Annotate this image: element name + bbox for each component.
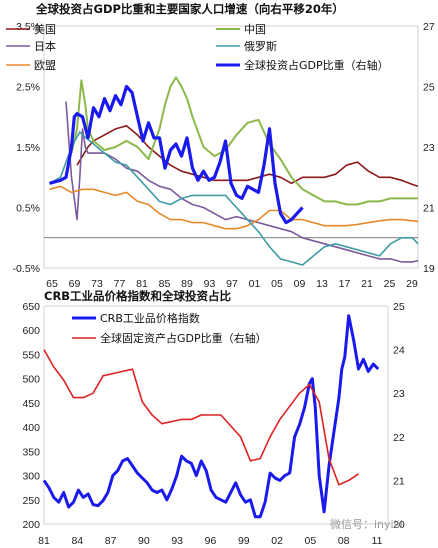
chart1-x-tick: 25 [384,278,396,290]
chart2-y-left-tick: 500 [22,374,40,386]
chart1-x-tick: 89 [181,278,193,290]
chart2-y-left-tick: 550 [22,349,40,361]
chart2-y-left-tick: 250 [22,495,40,507]
chart1-x-tick: 65 [46,278,58,290]
chart2-series-0 [42,314,380,519]
chart1-x-tick: 01 [249,278,261,290]
population-investment-chart: 全球投资占GDP比重和主要国家人口增速（向右平移20年） -0.5% 0.5% 1.… [6,2,435,290]
chart1-y-left-tick: 2.5% [16,82,40,94]
chart1-x-tick: 85 [159,278,171,290]
chart2-legend-label: 全球固定资产占GDP比重（右轴） [100,331,267,345]
chart2-x-tick: 87 [105,535,117,547]
chart2-y-left-tick: 650 [22,301,40,313]
chart2-y-right-tick: 22 [393,432,405,444]
chart1-x-tick: 13 [316,278,328,290]
chart2-y-left-tick: 600 [22,325,40,337]
chart2-x-tick: 11 [372,535,383,547]
chart2-y-left-tick: 400 [22,422,40,434]
chart1-x-tick: 73 [91,278,103,290]
chart1-x-tick: 09 [294,278,306,290]
chart2-x-tick: 84 [71,535,83,547]
chart1-series-2 [49,185,419,230]
chart1-legend-label: 俄罗斯 [244,40,277,53]
chart2-x-tick: 81 [38,535,50,547]
chart2-y-left-tick: 300 [22,471,40,483]
chart1-series-5 [49,84,304,225]
chart1-legend-label: 中国 [244,23,266,36]
chart2-y-right-tick: 24 [393,345,405,357]
chart1-y-right-tick: 23 [423,142,435,154]
chart2-x-tick: 93 [171,535,183,547]
chart2-y-left-tick: 450 [22,398,40,410]
watermark-text: 微信号：inyiiii [330,517,403,531]
chart2-series-1 [43,349,359,486]
chart1-y-left-tick: 3.5% [16,21,40,33]
chart2-x-tick: 02 [271,535,283,547]
chart1-y-right-tick: 21 [423,203,435,215]
chart2-x-tick: 08 [338,535,350,547]
chart1-title: 全球投资占GDP比重和主要国家人口增速（向右平移20年） [35,2,344,16]
chart1-x-tick: 97 [226,278,238,290]
chart2-y-left-tick: 200 [22,519,40,531]
chart1-x-tick: 81 [136,278,148,290]
chart1-series-0 [76,125,419,188]
chart1-x-tick: 17 [339,278,351,290]
chart1-series-4 [49,131,419,266]
chart1-y-left-tick: 0.5% [16,203,40,215]
chart1-x-tick: 29 [406,278,418,290]
chart2-y-left-tick: 350 [22,446,40,458]
chart1-legend-label: 美国 [34,23,56,36]
crb-investment-chart: CRB工业品价格指数和全球投资占比 200 250 300 350 400 450 500 5… [22,289,404,547]
chart1-x-tick: 69 [69,278,81,290]
chart1-x-tick: 05 [271,278,283,290]
chart2-legend-label: CRB工业品价格指数 [100,311,200,325]
chart1-y-left-tick: 1.5% [16,142,40,154]
chart2-y-right-tick: 20 [393,519,405,531]
chart1-x-tick: 93 [204,278,216,290]
chart1-series-3 [70,76,418,206]
chart2-x-tick: 05 [305,535,317,547]
chart1-x-tick: 77 [114,278,126,290]
chart2-x-tick: 99 [238,535,250,547]
chart2-x-tick: 90 [138,535,150,547]
chart2-plot-frame [43,305,389,525]
chart1-y-right-tick: 19 [423,263,435,275]
chart1-legend-label: 全球投资占GDP比重（右轴） [244,58,389,72]
chart2-x-tick: 96 [205,535,217,547]
chart2-y-right-tick: 25 [393,301,405,313]
chart2-y-right-tick: 21 [393,475,405,487]
chart1-x-tick: 21 [361,278,373,290]
chart2-title: CRB工业品价格指数和全球投资占比 [44,289,232,303]
chart1-plot-frame [43,25,419,269]
chart1-series-1 [65,101,419,263]
chart1-y-left-tick: -0.5% [13,263,40,275]
chart2-y-right-tick: 23 [393,388,405,400]
chart1-legend-label: 日本 [34,39,56,53]
chart1-legend-label: 欧盟 [34,59,56,72]
chart1-y-right-tick: 25 [423,82,435,94]
chart1-y-right-tick: 27 [423,21,435,33]
